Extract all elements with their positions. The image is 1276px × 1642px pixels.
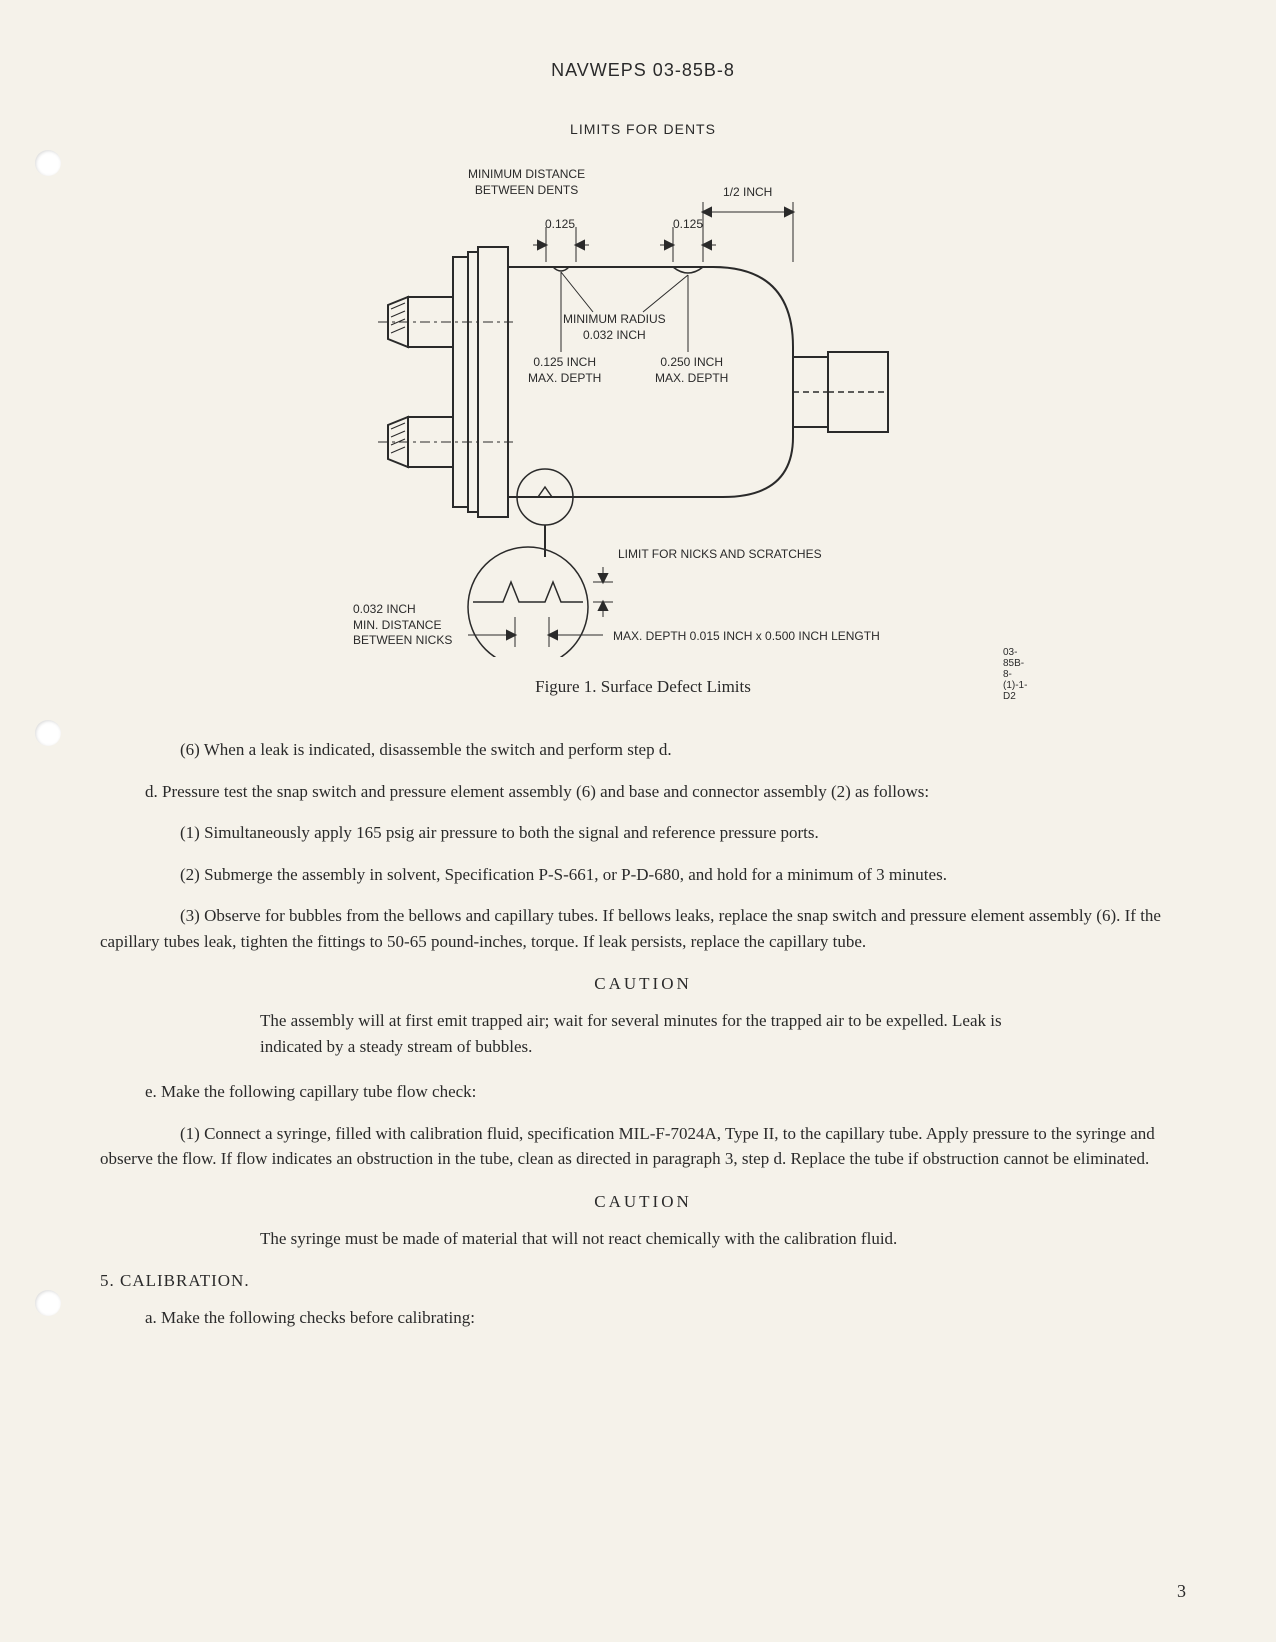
label-0125-left: 0.125 [545,217,575,233]
label-min-distance-nicks: 0.032 INCHMIN. DISTANCEBETWEEN NICKS [353,602,452,649]
diagram-code: 03-85B-8-(1)-1-D2 [1003,647,1027,702]
surface-defect-diagram [293,157,993,657]
paragraph-e: e. Make the following capillary tube flo… [100,1079,1186,1105]
hole-punch [35,720,61,746]
paragraph-d1: (1) Simultaneously apply 165 psig air pr… [100,820,1186,846]
diagram-title: LIMITS FOR DENTS [100,121,1186,137]
label-0125-right: 0.125 [673,217,703,233]
label-min-radius: MINIMUM RADIUS0.032 INCH [563,312,666,343]
document-header: NAVWEPS 03-85B-8 [100,60,1186,81]
label-depth-0250: 0.250 INCHMAX. DEPTH [655,355,728,386]
paragraph-d2: (2) Submerge the assembly in solvent, Sp… [100,862,1186,888]
caution-header-1: CAUTION [100,974,1186,994]
diagram-container: MINIMUM DISTANCEBETWEEN DENTS 1/2 INCH 0… [293,157,993,657]
paragraph-d3: (3) Observe for bubbles from the bellows… [100,903,1186,954]
paragraph-e1: (1) Connect a syringe, filled with calib… [100,1121,1186,1172]
label-max-depth-length: MAX. DEPTH 0.015 INCH x 0.500 INCH LENGT… [613,629,880,645]
caution-text-2: The syringe must be made of material tha… [260,1226,1046,1252]
page-number: 3 [1177,1581,1186,1602]
label-min-distance-dents: MINIMUM DISTANCEBETWEEN DENTS [468,167,585,198]
label-half-inch: 1/2 INCH [723,185,772,201]
label-nicks-title: LIMIT FOR NICKS AND SCRATCHES [618,547,822,563]
hole-punch [35,150,61,176]
paragraph-d: d. Pressure test the snap switch and pre… [100,779,1186,805]
paragraph-6: (6) When a leak is indicated, disassembl… [100,737,1186,763]
caution-header-2: CAUTION [100,1192,1186,1212]
paragraph-5a: a. Make the following checks before cali… [100,1305,1186,1331]
label-depth-0125: 0.125 INCHMAX. DEPTH [528,355,601,386]
caution-text-1: The assembly will at first emit trapped … [260,1008,1046,1059]
hole-punch [35,1290,61,1316]
section-5-heading: 5. CALIBRATION. [100,1271,1186,1291]
